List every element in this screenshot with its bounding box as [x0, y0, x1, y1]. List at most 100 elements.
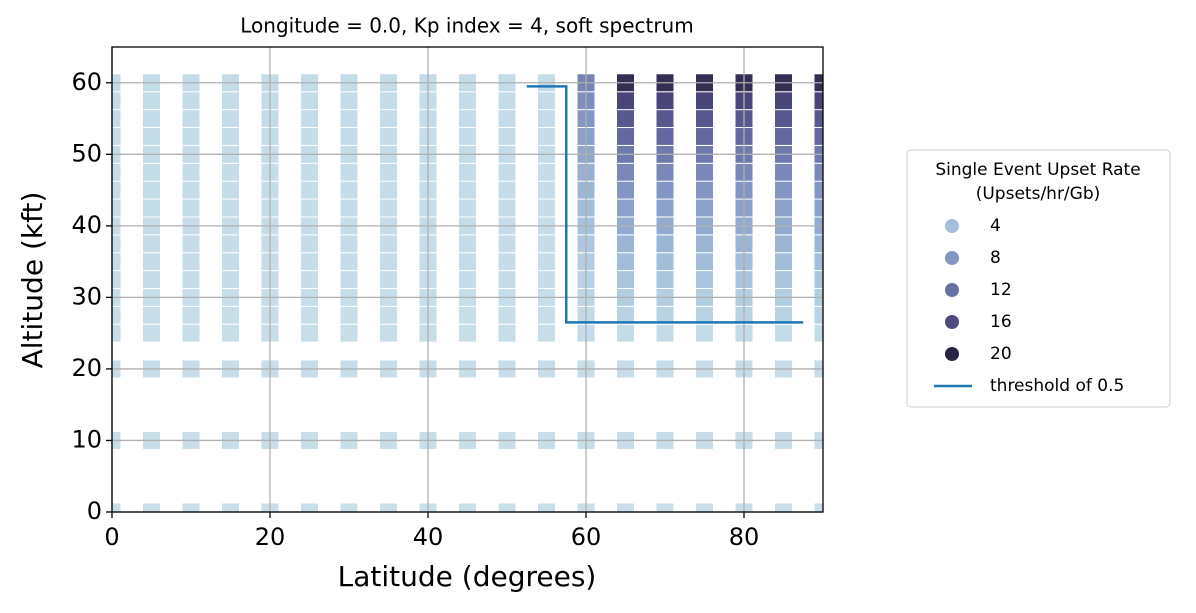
marker [458, 502, 477, 512]
marker [181, 162, 201, 182]
marker [813, 162, 823, 182]
plot-area [112, 73, 823, 512]
marker [655, 323, 675, 343]
marker [813, 270, 823, 289]
marker [813, 305, 823, 325]
overlay: 0 20 40 60 80 0 10 20 30 40 50 60 [71, 46, 824, 551]
marker [379, 305, 398, 325]
marker [497, 323, 517, 343]
marker [221, 305, 240, 325]
marker [774, 502, 793, 512]
marker [537, 91, 556, 111]
marker [142, 234, 161, 254]
marker [112, 252, 122, 272]
marker [695, 162, 714, 182]
legend-label: 8 [990, 248, 1001, 268]
marker [339, 198, 359, 218]
legend-marker [945, 219, 959, 233]
marker [813, 502, 823, 512]
marker [616, 234, 635, 254]
legend-title: (Upsets/hr/Gb) [976, 184, 1101, 204]
x-tick-label: 40 [413, 523, 444, 551]
marker [458, 180, 477, 200]
marker [813, 126, 823, 146]
marker [774, 234, 793, 254]
marker [339, 502, 359, 512]
marker [458, 91, 477, 111]
marker [300, 270, 319, 289]
x-tick-label: 20 [255, 523, 286, 551]
marker [695, 502, 714, 512]
marker [181, 270, 201, 289]
marker [537, 502, 556, 512]
marker [458, 252, 477, 272]
legend-marker [945, 347, 959, 361]
marker [458, 162, 477, 182]
marker [142, 270, 161, 289]
marker [112, 91, 122, 111]
axes-frame [111, 46, 824, 513]
marker [655, 234, 675, 254]
marker [497, 91, 517, 111]
marker [616, 323, 635, 343]
marker [112, 305, 122, 325]
x-tick-label: 60 [571, 523, 602, 551]
marker [774, 109, 793, 129]
y-tick-label: 40 [71, 211, 102, 239]
marker [655, 91, 675, 111]
marker [221, 252, 240, 272]
marker [379, 270, 398, 289]
marker [497, 270, 517, 289]
marker [616, 270, 635, 289]
marker [379, 323, 398, 343]
marker [142, 180, 161, 200]
marker [112, 126, 122, 146]
marker [655, 270, 675, 289]
marker [300, 91, 319, 111]
marker [221, 109, 240, 129]
marker [774, 323, 793, 343]
marker [458, 198, 477, 218]
marker [112, 198, 122, 218]
y-tick-label: 50 [71, 139, 102, 167]
marker [655, 198, 675, 218]
legend-marker [945, 315, 959, 329]
marker [813, 180, 823, 200]
marker [181, 198, 201, 218]
marker [379, 502, 398, 512]
marker [616, 502, 635, 512]
marker [497, 126, 517, 146]
marker [813, 198, 823, 218]
marker [181, 109, 201, 129]
marker [112, 180, 122, 200]
marker [339, 109, 359, 129]
marker [655, 252, 675, 272]
marker [221, 270, 240, 289]
marker [695, 91, 714, 111]
marker [458, 234, 477, 254]
legend-label: threshold of 0.5 [990, 376, 1124, 396]
marker [221, 198, 240, 218]
marker [616, 91, 635, 111]
legend-marker [945, 283, 959, 297]
legend-box [906, 149, 1171, 408]
y-tick-label: 10 [71, 425, 102, 453]
marker [774, 126, 793, 146]
x-tick-label: 0 [104, 523, 119, 551]
marker [655, 162, 675, 182]
marker [379, 162, 398, 182]
marker [655, 502, 675, 512]
marker [300, 323, 319, 343]
marker [813, 234, 823, 254]
marker [774, 252, 793, 272]
marker [813, 252, 823, 272]
marker [142, 109, 161, 129]
marker [300, 502, 319, 512]
marker [813, 91, 823, 111]
marker [616, 126, 635, 146]
marker [339, 252, 359, 272]
marker [112, 270, 122, 289]
marker [497, 234, 517, 254]
marker [537, 126, 556, 146]
marker [537, 162, 556, 182]
